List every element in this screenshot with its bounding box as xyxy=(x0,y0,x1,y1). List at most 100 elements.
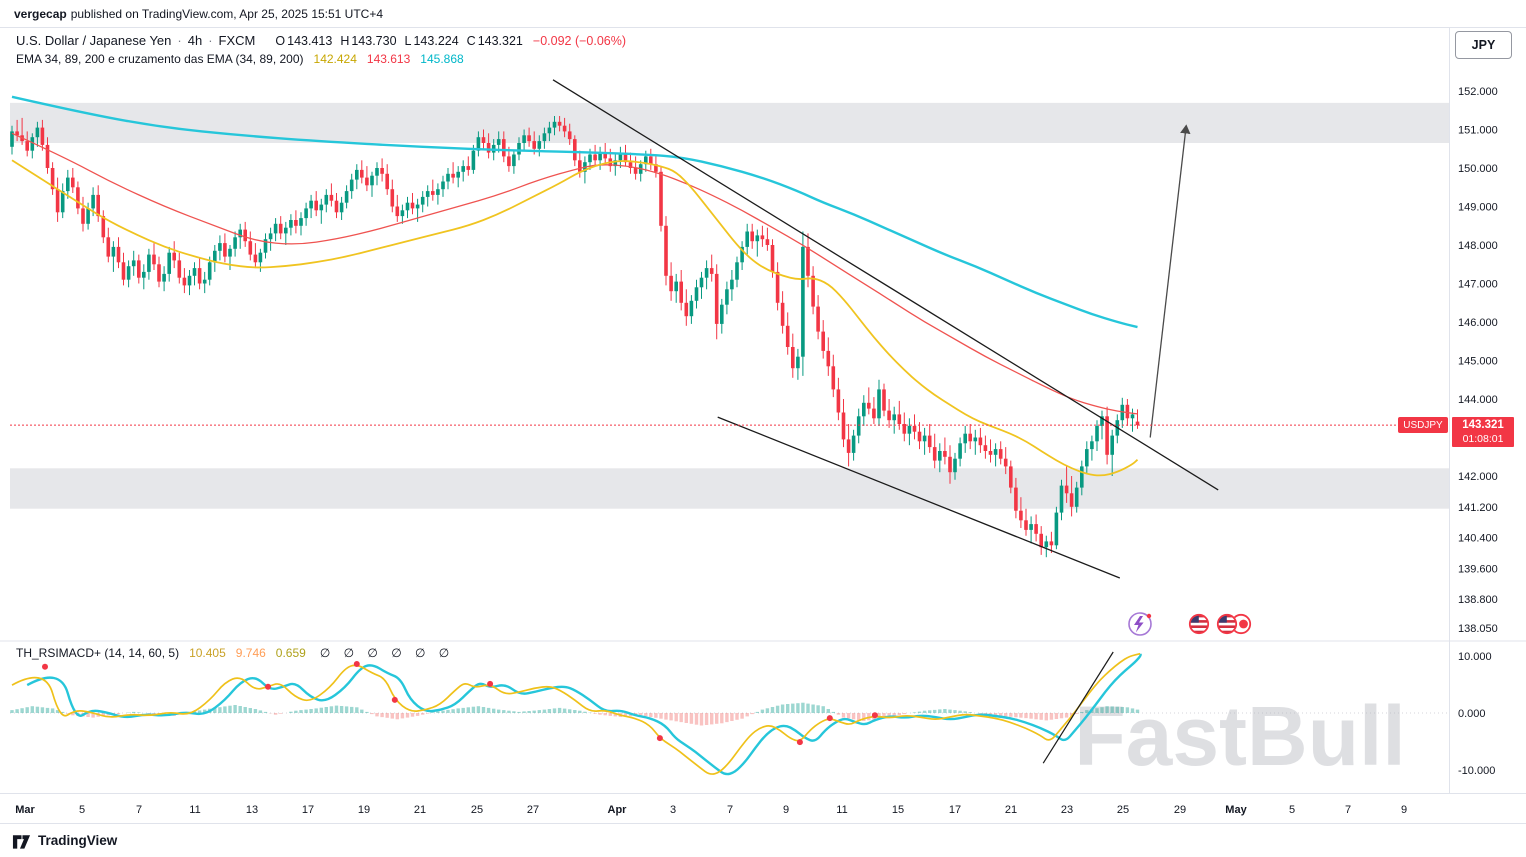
svg-text:5: 5 xyxy=(79,804,85,816)
indicator-title[interactable]: TH_RSIMACD+ (14, 14, 60, 5) xyxy=(16,646,180,660)
ema34-value: 142.424 xyxy=(313,52,357,66)
svg-text:140.400: 140.400 xyxy=(1458,533,1498,545)
indicator-legend: TH_RSIMACD+ (14, 14, 60, 5) 10.405 9.746… xyxy=(16,646,454,660)
svg-text:149.000: 149.000 xyxy=(1458,202,1498,214)
svg-text:148.000: 148.000 xyxy=(1458,240,1498,252)
svg-text:23: 23 xyxy=(1061,804,1073,816)
svg-text:17: 17 xyxy=(949,804,961,816)
upper-trendline[interactable] xyxy=(552,79,1219,491)
tradingview-logo-icon[interactable] xyxy=(12,832,31,850)
symbol-header: U.S. Dollar / Japanese Yen · 4h · FXCM O… xyxy=(16,33,626,48)
ema-legend: EMA 34, 89, 200 e cruzamento das EMA (34… xyxy=(16,52,464,66)
time-axis[interactable]: Mar 5 7 11 13 17 19 21 25 27 Apr 3 7 9 11 15 17 21 23 25 29 M… xyxy=(15,804,1407,816)
us-flag-icon-overlap[interactable] xyxy=(1216,613,1238,635)
indicator-signal-line xyxy=(26,653,1142,776)
svg-text:10.000: 10.000 xyxy=(1458,651,1492,663)
close-value: 143.321 xyxy=(477,34,523,48)
svg-text:Apr: Apr xyxy=(608,804,628,816)
svg-text:11: 11 xyxy=(189,804,200,816)
ema89-value: 143.613 xyxy=(366,52,411,66)
svg-text:21: 21 xyxy=(1005,804,1017,816)
svg-text:-10.000: -10.000 xyxy=(1458,765,1495,777)
ema200-line[interactable] xyxy=(11,95,1138,329)
svg-text:17: 17 xyxy=(302,804,314,816)
lower-trendline[interactable] xyxy=(717,416,1121,579)
svg-text:138.800: 138.800 xyxy=(1458,594,1498,606)
high-value: 143.730 xyxy=(351,34,397,48)
svg-text:3: 3 xyxy=(670,804,676,816)
svg-text:May: May xyxy=(1225,804,1247,816)
svg-text:0.000: 0.000 xyxy=(1458,708,1486,720)
svg-text:19: 19 xyxy=(358,804,370,816)
svg-text:146.000: 146.000 xyxy=(1458,317,1498,329)
tradingview-brand[interactable]: TradingView xyxy=(38,833,118,848)
separator-dot: · xyxy=(177,33,182,48)
svg-text:138.050: 138.050 xyxy=(1458,623,1498,635)
publication-bar: vergecap published on TradingView.com, A… xyxy=(0,0,1526,28)
flash-idea-icon[interactable] xyxy=(1128,612,1152,636)
us-flag-icon[interactable] xyxy=(1188,613,1210,635)
bar-countdown: 01:08:01 xyxy=(1462,433,1504,445)
open-label: O xyxy=(275,34,286,48)
svg-text:139.600: 139.600 xyxy=(1458,563,1498,575)
current-price-badge: 143.321 01:08:01 xyxy=(1452,417,1514,447)
svg-text:147.000: 147.000 xyxy=(1458,279,1498,291)
indicator-value-1: 10.405 xyxy=(189,646,226,660)
separator-dot: · xyxy=(208,33,213,48)
indicator-value-2: 9.746 xyxy=(235,646,266,660)
svg-text:9: 9 xyxy=(783,804,789,816)
watermark: FastBull xyxy=(1074,689,1405,783)
svg-text:150.000: 150.000 xyxy=(1458,163,1498,175)
publication-author[interactable]: vergecap xyxy=(14,6,67,21)
indicator-empty-values: ∅ ∅ ∅ ∅ ∅ ∅ xyxy=(319,646,455,660)
svg-text:142.000: 142.000 xyxy=(1458,471,1498,483)
svg-text:11: 11 xyxy=(836,804,847,816)
svg-text:5: 5 xyxy=(1289,804,1295,816)
high-label: H xyxy=(340,34,350,48)
footer-bar: TradingView xyxy=(0,823,1526,857)
price-line-symbol-tag: USDJPY xyxy=(1398,417,1448,433)
symbol-title[interactable]: U.S. Dollar / Japanese Yen xyxy=(16,33,172,48)
candles-group[interactable] xyxy=(10,116,1140,558)
svg-text:151.000: 151.000 xyxy=(1458,125,1498,137)
chart-event-icons xyxy=(1128,612,1252,636)
svg-text:15: 15 xyxy=(892,804,904,816)
svg-text:7: 7 xyxy=(1345,804,1351,816)
low-value: 143.224 xyxy=(413,34,459,48)
svg-text:152.000: 152.000 xyxy=(1458,86,1498,98)
indicator-trendline[interactable] xyxy=(1042,651,1114,764)
svg-text:Mar: Mar xyxy=(15,804,35,816)
demand-zone[interactable] xyxy=(10,468,1449,509)
ema-legend-title[interactable]: EMA 34, 89, 200 e cruzamento das EMA (34… xyxy=(16,52,304,66)
exchange-label: FXCM xyxy=(218,33,256,48)
supply-zone[interactable] xyxy=(10,102,1449,143)
indicator-value-3: 0.659 xyxy=(275,646,306,660)
ema200-value: 145.868 xyxy=(420,52,464,66)
svg-text:21: 21 xyxy=(414,804,426,816)
change-value: −0.092 (−0.06%) xyxy=(532,34,627,48)
svg-text:145.000: 145.000 xyxy=(1458,356,1498,368)
price-axis[interactable]: 152.000 151.000 150.000 149.000 148.000 147.0… xyxy=(1458,86,1498,777)
current-price-value: 143.321 xyxy=(1462,419,1504,431)
svg-text:9: 9 xyxy=(1401,804,1407,816)
ema34-line[interactable] xyxy=(11,159,1139,477)
low-label: L xyxy=(404,34,412,48)
interval-label[interactable]: 4h xyxy=(187,33,203,48)
svg-text:7: 7 xyxy=(136,804,142,816)
currency-button[interactable]: JPY xyxy=(1455,31,1512,59)
projection-arrow[interactable] xyxy=(1149,124,1191,438)
close-label: C xyxy=(466,34,476,48)
ema89-line[interactable] xyxy=(11,132,1138,415)
svg-text:25: 25 xyxy=(1117,804,1129,816)
svg-text:25: 25 xyxy=(471,804,483,816)
svg-text:27: 27 xyxy=(527,804,539,816)
svg-text:13: 13 xyxy=(246,804,258,816)
indicator-signal-dots xyxy=(42,661,878,746)
indicator-main-line xyxy=(11,652,1141,775)
svg-text:144.000: 144.000 xyxy=(1458,394,1498,406)
jp-flag-icon[interactable] xyxy=(1230,613,1252,635)
open-value: 143.413 xyxy=(287,34,333,48)
publication-text: published on TradingView.com, Apr 25, 20… xyxy=(70,6,384,21)
